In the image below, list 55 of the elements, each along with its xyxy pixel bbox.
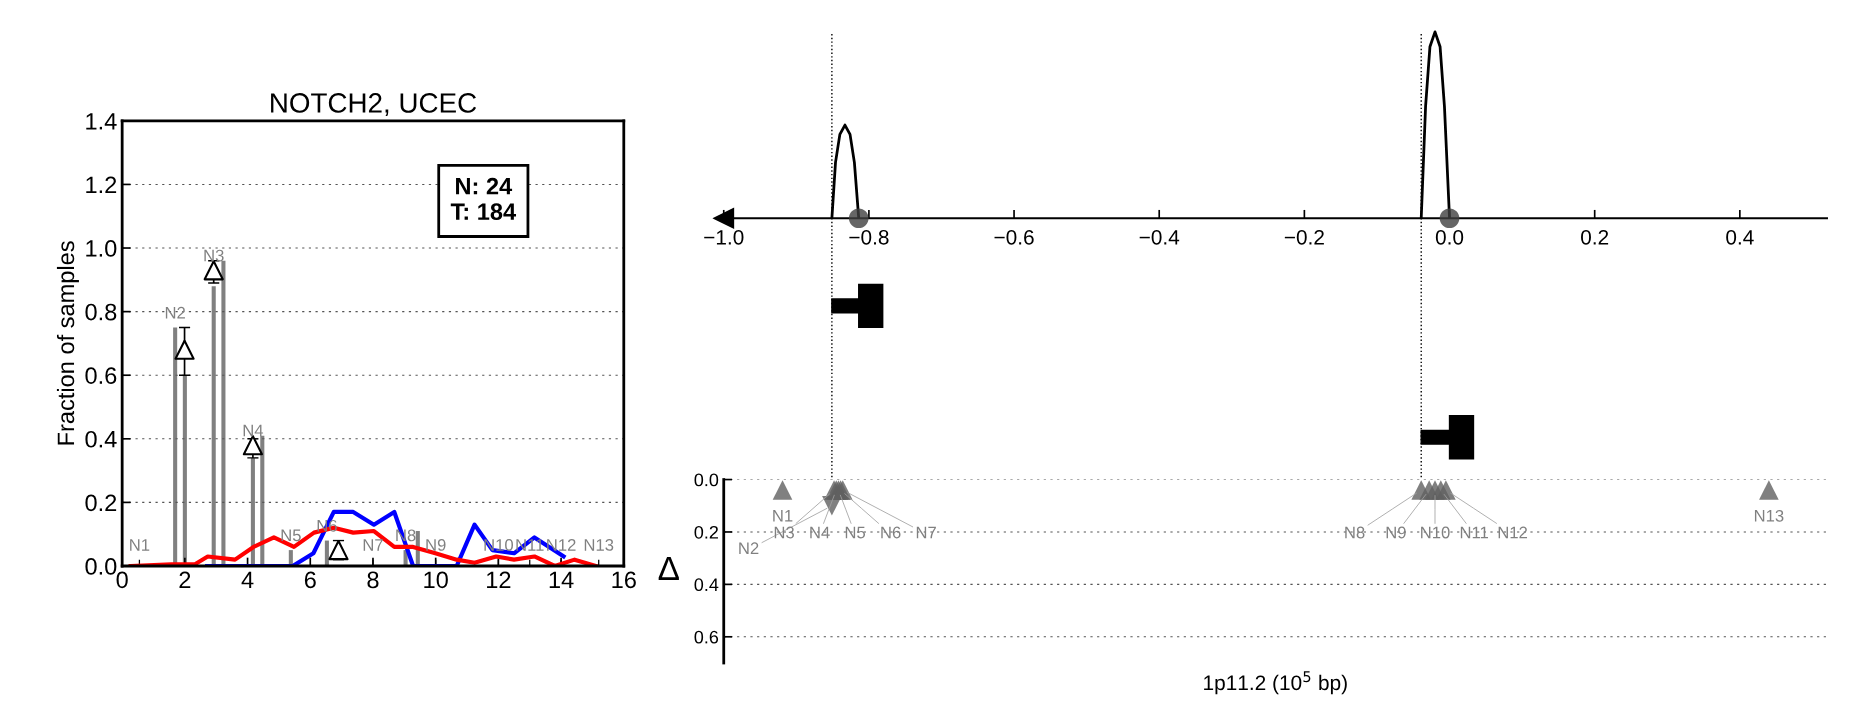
y-tick-label: 0.2: [694, 525, 718, 539]
y-tick-label: 1.4: [86, 113, 117, 130]
y-axis-title: Δ: [658, 556, 679, 580]
annotation: N: 24 T: 184: [450, 177, 517, 221]
x-tick-label: 0.4: [1726, 229, 1754, 245]
annotation: N3: [774, 526, 794, 539]
x-tick-label: 10: [424, 571, 448, 589]
annotation: N5: [281, 529, 301, 542]
y-axis-title: Fraction of samples: [56, 241, 79, 445]
y-tick-label: 1.2: [86, 176, 117, 193]
x-tick-label: 16: [612, 571, 636, 589]
annotation: N7: [363, 539, 383, 551]
x-tick-label: 12: [487, 571, 511, 588]
y-tick-label: 0.0: [85, 558, 117, 575]
x-tick-label: −1.0: [704, 229, 744, 245]
annotation: N10: [1421, 526, 1450, 539]
x-tick-label: 0.0: [1435, 229, 1464, 245]
x-tick-label: 0: [116, 571, 128, 589]
x-tick-label: 2: [179, 571, 191, 588]
y-tick-label: 1.0: [86, 240, 117, 257]
x-tick-label: 8: [367, 571, 379, 589]
x-tick-label: 0.2: [1581, 229, 1609, 245]
annotation: N13: [584, 538, 614, 551]
annotation: N12: [547, 538, 576, 551]
annotation: N7: [916, 526, 936, 539]
annotation: N2: [739, 542, 759, 554]
annotation: N6: [881, 526, 901, 539]
y-tick-label: 0.4: [85, 430, 117, 448]
annotation: N2: [165, 306, 185, 319]
x-tick-label: 6: [304, 571, 316, 589]
annotation: N8: [1345, 526, 1365, 539]
x-tick-label: 14: [549, 571, 574, 588]
annotation: N11: [1460, 526, 1489, 539]
y-tick-label: 0.6: [85, 367, 117, 384]
x-tick-label: −0.4: [1139, 229, 1180, 245]
x-tick-label: −0.2: [1284, 229, 1324, 245]
annotation: N3: [204, 249, 224, 262]
annotation: N1: [773, 510, 793, 522]
annotation: N12: [1498, 526, 1528, 539]
annotation: N4: [243, 424, 264, 437]
x-axis-title: 1p11.2 (10$^{5}$ bp): [1204, 671, 1347, 695]
annotation: N9: [1386, 526, 1406, 539]
y-tick-label: 0.8: [85, 303, 117, 321]
annotation: N4: [810, 526, 830, 539]
annotation: N9: [426, 538, 446, 551]
y-tick-label: 0.2: [85, 494, 117, 512]
annotation: N5: [845, 526, 866, 539]
chart-title: NOTCH2, UCEC: [271, 93, 477, 117]
x-tick-label: 4: [241, 571, 254, 588]
annotation: N1: [130, 539, 150, 551]
x-tick-label: −0.8: [849, 229, 889, 245]
annotation: N13: [1754, 509, 1784, 522]
x-tick-label: −0.6: [994, 229, 1034, 245]
y-tick-label: 0.6: [694, 630, 719, 644]
y-tick-label: 0.0: [694, 473, 719, 487]
